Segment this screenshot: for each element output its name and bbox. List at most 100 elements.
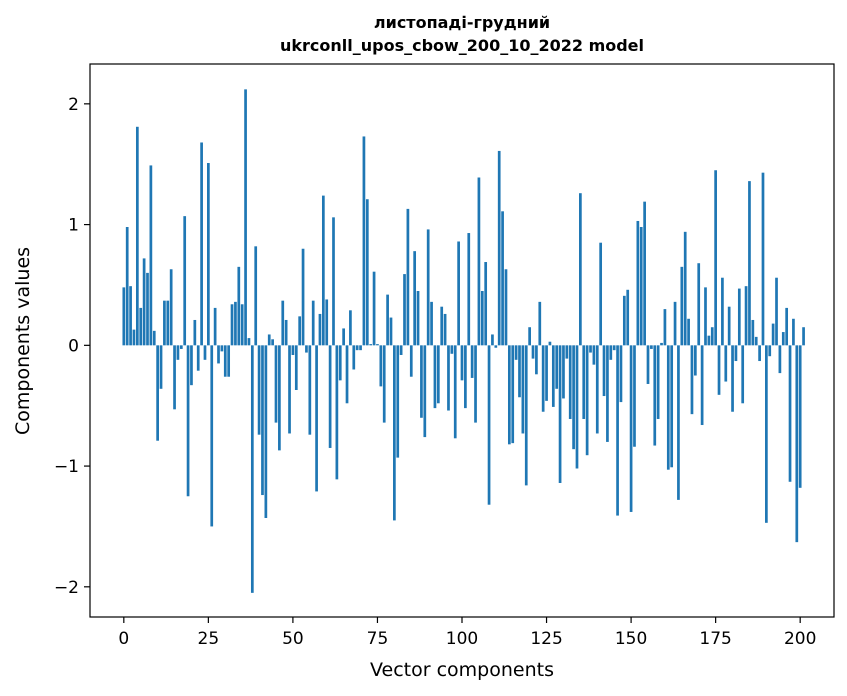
bar (666, 345, 670, 470)
bar (538, 301, 542, 346)
bar (345, 345, 349, 404)
chart-title-line-2: ukrconll_upos_cbow_200_10_2022 model (280, 36, 644, 55)
bar (724, 345, 728, 382)
bar (795, 345, 799, 543)
bar (585, 345, 589, 456)
bar (308, 345, 312, 435)
bar (129, 286, 132, 346)
bar (693, 345, 697, 376)
bar (227, 345, 231, 377)
bar (798, 345, 802, 488)
bar (294, 345, 298, 390)
bar (737, 288, 741, 346)
bar (673, 301, 677, 346)
bar (721, 277, 724, 346)
bar (633, 345, 636, 447)
bar (436, 345, 440, 404)
bar (595, 345, 599, 434)
bar (727, 306, 731, 346)
bar (278, 345, 281, 451)
bar (240, 304, 244, 346)
bar (430, 301, 433, 346)
bar (288, 345, 291, 434)
bar (396, 345, 400, 458)
y-tick-label: −2 (54, 578, 79, 598)
x-axis-ticks: 0 25 50 75 100 125 150 175 200 (118, 617, 816, 649)
bar (700, 345, 704, 426)
bar (687, 318, 690, 346)
bar (714, 170, 717, 346)
bar (646, 345, 650, 384)
bar (359, 345, 362, 351)
bar (237, 266, 241, 346)
bar (541, 345, 545, 412)
bar (379, 345, 383, 387)
bar (650, 345, 653, 349)
bar (744, 286, 748, 346)
bar (453, 345, 457, 439)
bar (406, 208, 410, 346)
bar (247, 338, 251, 346)
bar (200, 142, 203, 346)
bar (734, 345, 738, 362)
bar (413, 251, 417, 346)
bars-group (122, 89, 805, 593)
bar (257, 345, 261, 435)
bar (447, 345, 450, 411)
bar (802, 327, 805, 346)
bar (223, 345, 227, 377)
bar (196, 345, 200, 371)
bar (389, 317, 393, 346)
bar (135, 126, 139, 346)
bar (152, 330, 156, 346)
bar (163, 300, 166, 346)
bar (271, 339, 274, 346)
bar (274, 345, 278, 423)
bar (132, 329, 136, 346)
bar (291, 345, 295, 355)
bar (186, 345, 190, 497)
bar (234, 301, 237, 346)
bar (616, 345, 619, 516)
bar (210, 345, 214, 527)
bar (636, 220, 640, 346)
bar (399, 345, 403, 355)
bar (244, 89, 247, 346)
bar (159, 345, 163, 389)
bar (622, 295, 626, 346)
bar (683, 231, 687, 346)
bar (562, 345, 565, 399)
bar (426, 229, 430, 346)
y-axis-label: Components values (12, 247, 34, 435)
bar (748, 181, 751, 346)
bar (342, 328, 345, 346)
bar (173, 345, 176, 410)
chart-title-line-1: листопаді-грудний (374, 13, 550, 32)
bar (355, 345, 359, 351)
bar (565, 345, 569, 359)
bar (589, 345, 592, 353)
bar (149, 165, 153, 346)
bar (792, 318, 795, 346)
bar (176, 345, 180, 360)
bar (582, 345, 586, 419)
bar (524, 345, 528, 486)
bar (521, 345, 525, 434)
bar (365, 199, 369, 346)
bar (602, 345, 606, 397)
bar (338, 345, 342, 381)
x-tick-label: 150 (615, 629, 647, 649)
bar (156, 345, 159, 441)
bar (362, 136, 366, 346)
bar (575, 345, 579, 469)
bar (741, 345, 745, 404)
bar (579, 193, 582, 346)
bar (765, 345, 768, 523)
bar (281, 300, 285, 346)
bar (423, 345, 427, 438)
bar (305, 345, 308, 353)
bar (629, 345, 633, 512)
bar (352, 345, 356, 370)
bar (179, 345, 183, 349)
bar (656, 345, 660, 419)
